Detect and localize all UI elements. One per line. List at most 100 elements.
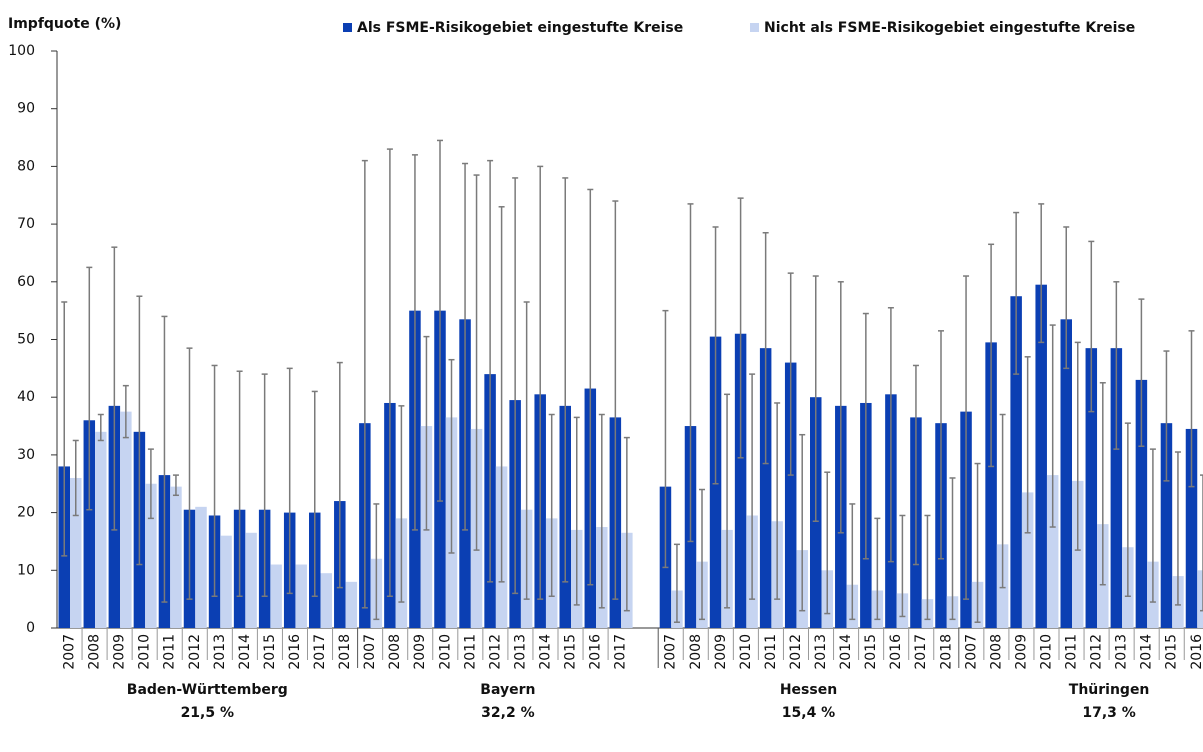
error-bar — [787, 272, 794, 476]
error-bar — [537, 165, 544, 600]
group-note: 32,2 % — [481, 705, 534, 721]
x-tick-label: 2014 — [838, 634, 854, 670]
error-bar — [999, 413, 1006, 589]
error-bar — [361, 159, 368, 609]
error-bar — [512, 177, 519, 595]
bar — [170, 486, 182, 628]
bar — [295, 564, 307, 628]
error-bar — [1049, 324, 1056, 528]
error-bar — [774, 402, 781, 600]
x-tick-label: 2007 — [963, 634, 979, 670]
x-tick-label: 2014 — [237, 634, 253, 670]
bar — [1110, 348, 1123, 628]
y-tick-label: 10 — [17, 562, 35, 578]
error-bar — [261, 373, 268, 598]
x-tick-label: 2007 — [62, 634, 78, 670]
error-bar — [498, 206, 505, 583]
bar — [1072, 480, 1084, 628]
error-bar — [1013, 211, 1020, 375]
error-bar — [473, 174, 480, 551]
error-bar — [963, 275, 970, 600]
y-tick-label: 30 — [17, 447, 35, 463]
bar — [784, 362, 797, 628]
error-bar — [1138, 298, 1145, 447]
y-tick-label: 20 — [17, 505, 35, 521]
bar — [95, 431, 107, 628]
error-bar — [938, 330, 944, 560]
x-tick-label: 2007 — [663, 634, 679, 670]
legend-swatch — [343, 23, 352, 32]
x-tick-label: 2014 — [537, 634, 553, 670]
y-tick-label: 60 — [17, 274, 35, 290]
x-tick-label: 2009 — [412, 634, 428, 670]
group-label: Baden-Württemberg — [127, 682, 288, 698]
error-bar — [423, 335, 430, 531]
x-tick-label: 2014 — [1139, 634, 1155, 670]
x-tick-label: 2015 — [863, 634, 879, 670]
x-tick-label: 2011 — [462, 634, 478, 670]
error-bar — [373, 503, 380, 621]
x-tick-label: 2011 — [162, 634, 178, 670]
bar — [145, 483, 157, 628]
error-bar — [1163, 350, 1170, 482]
group-note: 17,3 % — [1082, 705, 1135, 721]
plot: 0 10 20 30 40 50 60 70 80 90 100 Als FSME-Risikogeb… — [8, 20, 1203, 721]
error-bar — [462, 162, 469, 531]
error-bar — [862, 312, 869, 560]
bar — [1197, 570, 1203, 628]
bar — [1021, 492, 1034, 628]
error-bar — [186, 347, 193, 600]
x-tick-label: 2012 — [187, 634, 203, 670]
error-bar — [1063, 226, 1070, 370]
error-bar — [949, 477, 956, 621]
error-bar — [699, 488, 705, 621]
bar — [985, 342, 997, 628]
error-bar — [687, 203, 694, 543]
error-bar — [799, 433, 806, 612]
x-tick-label: 2010 — [437, 634, 453, 670]
error-bar — [111, 246, 118, 531]
bar — [120, 411, 132, 628]
error-bar — [1088, 240, 1095, 413]
x-tick-label: 2016 — [1189, 634, 1203, 670]
error-bar — [673, 543, 680, 623]
error-bar — [988, 243, 995, 468]
x-tick-label: 2010 — [1038, 634, 1054, 670]
error-bar — [812, 275, 819, 523]
x-tick-label: 2008 — [87, 634, 103, 670]
error-bar — [1038, 203, 1045, 344]
error-bar — [286, 367, 293, 595]
legend-label: Nicht als FSME-Risikogebiet eingestufte … — [764, 20, 1135, 36]
error-bar — [161, 315, 168, 603]
error-bar — [712, 226, 719, 485]
error-bar — [612, 200, 619, 600]
x-tick-label: 2009 — [1013, 634, 1029, 670]
x-tick-label: 2013 — [813, 634, 829, 670]
x-tick-label: 2016 — [287, 634, 303, 670]
x-tick-label: 2008 — [988, 634, 1004, 670]
error-bar — [97, 413, 104, 442]
error-bar — [122, 384, 129, 439]
x-tick-label: 2008 — [688, 634, 704, 670]
error-bar — [448, 358, 455, 554]
x-tick-label: 2008 — [387, 634, 403, 670]
x-tick-label: 2015 — [563, 634, 579, 670]
error-bar — [1024, 356, 1031, 534]
bar — [320, 573, 332, 628]
x-tick-label: 2012 — [788, 634, 804, 670]
error-bar — [1174, 451, 1181, 606]
error-bar — [573, 416, 580, 606]
error-bar — [72, 439, 79, 517]
bar — [345, 581, 358, 628]
group-label: Bayern — [480, 682, 535, 698]
bar — [70, 477, 82, 628]
bar — [1160, 423, 1173, 628]
group-label: Hessen — [780, 682, 837, 698]
error-bar — [86, 266, 93, 511]
error-bar — [762, 232, 769, 465]
bar — [1085, 348, 1098, 628]
error-bar — [61, 301, 68, 557]
y-tick-label: 90 — [17, 101, 35, 117]
error-bar — [849, 503, 856, 621]
